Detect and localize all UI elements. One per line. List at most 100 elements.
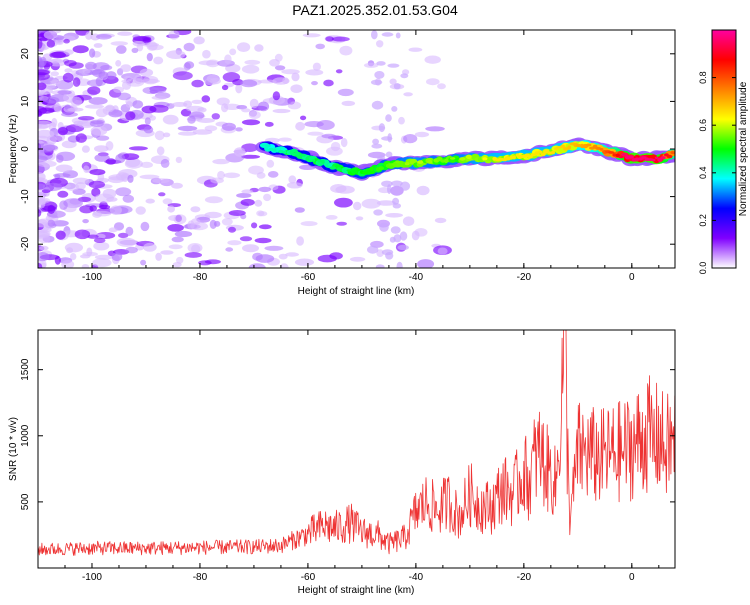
spectrogram-noise-cell [355, 216, 364, 221]
spectrogram-noise-cell [221, 103, 229, 113]
spectrogram-noise-cell [221, 218, 233, 226]
spectrogram-noise-cell [288, 175, 297, 184]
spectrogram-ridge-cell [281, 150, 287, 154]
spectrogram-noise-cell [89, 205, 97, 212]
spectrogram-noise-cell [63, 49, 74, 55]
spectrogram-noise-cell [385, 114, 392, 122]
spectrogram-noise-cell [279, 263, 289, 268]
spectrogram-noise-cell [47, 219, 55, 227]
spectrogram-noise-cell [85, 31, 93, 40]
spectrogram-noise-cell [168, 30, 180, 40]
spectrogram-noise-cell [162, 114, 179, 125]
spectrogram-noise-cell [82, 219, 89, 224]
spectrogram-ridge-cell [329, 166, 336, 170]
spectrogram-noise-cell [387, 63, 400, 68]
y-tick-label: -10 [20, 189, 31, 204]
spectrogram-ridge-cell [527, 155, 533, 159]
spectrogram-noise-cell [61, 112, 78, 117]
spectrogram-noise-cell [149, 104, 169, 113]
spectrogram-ridge-cell [395, 160, 400, 164]
spectrogram-noise-cell [191, 218, 201, 226]
figure-title: PAZ1.2025.352.01.53.G04 [292, 2, 458, 18]
colorbar-tick-label: 0.8 [698, 71, 708, 84]
spectrogram-noise-cell [216, 97, 230, 106]
spectrogram-noise-cell [177, 125, 198, 132]
spectrogram-noise-cell [115, 187, 132, 197]
spectrogram-noise-cell [381, 180, 393, 187]
spectrogram-noise-cell [396, 261, 403, 268]
spectrogram-noise-cell [211, 113, 220, 120]
spectrogram-noise-cell [204, 196, 223, 204]
spectrogram-noise-cell [96, 34, 112, 40]
spectrogram-noise-cell [152, 178, 170, 184]
spectrogram-ridge-cell [660, 156, 666, 160]
spectrogram-noise-cell [392, 197, 400, 205]
colorbar-frame [711, 29, 737, 269]
spectrogram-noise-cell [111, 252, 123, 262]
spectrogram-noise-cell [209, 219, 217, 229]
spectrogram-noise-cell [62, 72, 74, 83]
spectrogram-ridge-cell [321, 159, 325, 164]
spectrogram-noise-cell [51, 220, 69, 227]
spectrogram-noise-cell [113, 86, 124, 93]
spectrogram-noise-cell [81, 264, 90, 268]
spectrogram-ridge-cell [585, 143, 592, 147]
spectrogram-noise-cell [307, 131, 324, 136]
spectrogram-noise-cell [94, 153, 110, 162]
spectrogram-noise-cell [363, 62, 379, 68]
spectrogram-noise-cell [248, 111, 261, 119]
spectrogram-noise-cell [146, 52, 153, 62]
spectrogram-noise-cell [437, 83, 446, 90]
spectrogram-noise-cell [125, 101, 133, 108]
spectrogram-noise-cell [139, 174, 160, 180]
spectrogram-noise-cell [78, 116, 95, 121]
spectrogram-noise-cell [425, 126, 445, 132]
spectrogram-noise-cell [256, 172, 266, 179]
x-tick-label: 0 [629, 572, 635, 583]
spectrogram-noise-cell [173, 214, 187, 225]
spectrogram-noise-cell [414, 228, 428, 237]
spectrogram-noise-cell [387, 184, 392, 195]
spectrogram-noise-cell [402, 216, 415, 226]
spectrogram-noise-cell [82, 68, 91, 74]
snr-y-label: SNR (10 * v/v) [8, 417, 19, 481]
spectrogram-ridge-cell [272, 148, 277, 152]
spectrogram-noise-cell [416, 185, 430, 196]
spectrogram-noise-cell [121, 80, 132, 90]
spectrogram-noise-cell [134, 74, 143, 85]
spectrogram-noise-cell [72, 45, 89, 54]
spectrogram-noise-cell [88, 180, 105, 189]
spectrogram-noise-cell [257, 79, 277, 84]
spectrogram-noise-cell [43, 31, 58, 39]
spectrogram-noise-cell [95, 108, 108, 118]
spectrogram-noise-cell [361, 198, 381, 209]
x-tick-label: -40 [409, 572, 424, 583]
spectrogram-noise-cell [166, 50, 186, 59]
x-tick-label: -80 [193, 272, 208, 283]
spectrogram-noise-cell [223, 172, 241, 179]
spectrogram-noise-cell [175, 156, 183, 164]
spectrogram-noise-cell [334, 197, 353, 208]
spectrogram-noise-cell [240, 198, 255, 206]
spectrogram-noise-cell [252, 252, 263, 261]
spectrogram-noise-cell [160, 250, 174, 255]
spectrogram-noise-cell [272, 91, 281, 101]
spectrogram-noise-cell [171, 236, 184, 243]
spectrogram-noise-cell [201, 95, 211, 103]
spectrogram-noise-cell [184, 252, 202, 258]
spectrogram-ridge-cell [443, 158, 449, 163]
spectrogram-noise-cell [70, 253, 77, 261]
spectrogram-noise-cell [56, 151, 76, 161]
spectrogram-ridge-cell [567, 145, 572, 150]
spectrogram-noise-cell [92, 258, 112, 268]
spectrogram-noise-cell [72, 177, 90, 184]
spectrogram-noise-cell [197, 107, 207, 113]
spectrogram-ridge-cell [301, 153, 306, 157]
spectrogram-noise-cell [42, 144, 58, 151]
spectrogram-noise-cell [168, 244, 183, 250]
spectrogram-noise-cell [121, 153, 140, 161]
spectrogram-noise-cell [248, 263, 266, 268]
spectrogram-noise-cell [154, 130, 165, 141]
